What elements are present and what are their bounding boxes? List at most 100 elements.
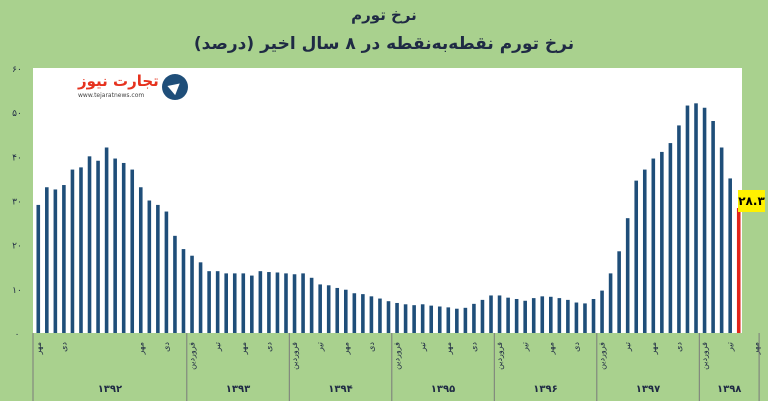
x-tick-label: مهر xyxy=(649,342,658,355)
bar xyxy=(591,298,596,333)
y-tick-label: ۴۰ xyxy=(12,153,22,163)
year-label: ۱۳۹۷ xyxy=(636,384,660,395)
bar xyxy=(258,271,263,333)
bar xyxy=(147,200,152,333)
bar xyxy=(173,235,177,333)
x-tick-label: مهر xyxy=(751,342,760,355)
bar xyxy=(292,274,297,333)
y-tick-label: ۳۰ xyxy=(12,198,22,208)
bar xyxy=(198,262,203,333)
plot-area xyxy=(33,68,742,333)
bar xyxy=(514,298,519,333)
bar xyxy=(668,143,673,333)
x-tick-label: دی xyxy=(572,342,581,352)
bar xyxy=(113,158,117,333)
bar xyxy=(634,180,639,333)
bar xyxy=(335,287,340,333)
bar xyxy=(642,169,647,333)
chart-subtitle: نرخ تورم نقطه‌به‌نقطه در ۸ سال اخیر (درص… xyxy=(193,34,575,54)
bar xyxy=(455,308,459,333)
bar xyxy=(138,187,143,333)
bar xyxy=(309,277,314,333)
bar xyxy=(156,204,160,333)
bar xyxy=(583,303,587,333)
x-tick-label: فروردین xyxy=(598,342,607,370)
bar xyxy=(267,272,271,333)
bar xyxy=(284,273,288,333)
bar xyxy=(420,304,425,333)
bar xyxy=(181,249,186,333)
bar xyxy=(70,169,75,333)
year-label: ۱۳۹۶ xyxy=(533,384,557,395)
x-tick-label: فروردین xyxy=(393,342,402,370)
bar xyxy=(506,297,510,333)
bar xyxy=(489,295,493,333)
bar xyxy=(566,299,570,333)
bar xyxy=(497,295,502,333)
y-tick-label: ۱۰ xyxy=(12,286,22,296)
bar xyxy=(694,103,698,333)
x-tick-label: مهر xyxy=(546,342,555,355)
x-tick-label: دی xyxy=(469,342,478,352)
bar xyxy=(215,271,220,333)
chart-title: نرخ تورم xyxy=(351,6,417,24)
bar xyxy=(557,298,562,333)
bar xyxy=(702,107,707,333)
bar xyxy=(62,185,66,333)
bar xyxy=(480,299,485,333)
bar xyxy=(232,273,237,333)
x-tick-label: دی xyxy=(59,342,68,352)
x-tick-label: تیر xyxy=(726,342,735,352)
bar xyxy=(677,125,681,333)
bar xyxy=(53,189,58,333)
bar xyxy=(660,151,664,333)
x-tick-label: دی xyxy=(264,342,273,352)
bar xyxy=(446,307,451,333)
x-tick-label: تیر xyxy=(521,342,530,352)
x-tick-label: مهر xyxy=(239,342,248,355)
bar xyxy=(250,275,254,333)
bar xyxy=(378,298,382,333)
bar xyxy=(617,251,621,333)
bar xyxy=(429,305,434,333)
y-tick-label: ۵۰ xyxy=(12,109,22,119)
x-tick-label: مهر xyxy=(341,342,350,355)
bar xyxy=(207,271,211,333)
bar xyxy=(540,296,545,333)
year-label: ۱۳۹۵ xyxy=(431,384,455,395)
bar xyxy=(574,302,579,333)
bar xyxy=(87,156,92,333)
bar xyxy=(531,298,536,333)
bar xyxy=(326,285,331,333)
bar xyxy=(344,289,348,333)
x-tick-label: تیر xyxy=(213,342,222,352)
bar xyxy=(651,158,656,333)
x-tick-label: مهر xyxy=(444,342,453,355)
bar xyxy=(711,121,715,333)
tejaratnews-logo: تجارت نیوز www.tejaratnews.com xyxy=(76,72,194,104)
bar xyxy=(728,178,732,333)
bar xyxy=(463,307,468,333)
x-tick-label: فروردین xyxy=(290,342,299,370)
bar xyxy=(403,304,408,333)
bar xyxy=(318,284,322,333)
x-tick-label: دی xyxy=(162,342,171,352)
logo-url-text: www.tejaratnews.com xyxy=(78,92,145,99)
year-label: ۱۳۹۳ xyxy=(226,384,250,395)
x-tick-label: دی xyxy=(367,342,376,352)
bar xyxy=(369,296,374,333)
year-label: ۱۳۹۸ xyxy=(717,384,741,395)
bar xyxy=(719,147,724,333)
bar xyxy=(625,218,630,333)
bar xyxy=(395,302,399,333)
y-tick-label: ۲۰ xyxy=(12,242,22,252)
bar xyxy=(736,208,741,333)
bar xyxy=(224,273,228,333)
bar xyxy=(301,273,305,333)
year-label: ۱۳۹۲ xyxy=(98,384,122,395)
bar xyxy=(685,105,690,333)
bar xyxy=(472,303,476,333)
bar xyxy=(104,147,109,333)
bar xyxy=(523,300,527,333)
